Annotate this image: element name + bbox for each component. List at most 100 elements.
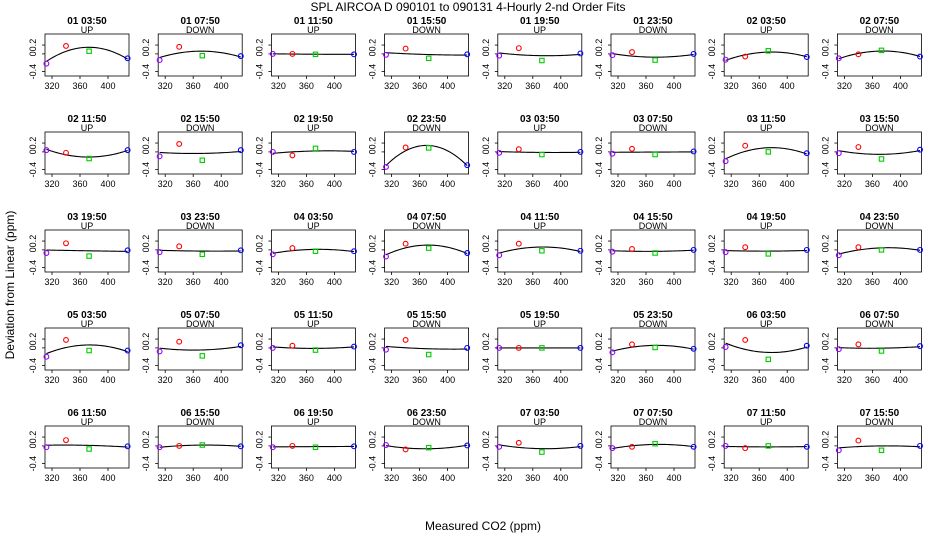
- panel-frame: [384, 327, 470, 371]
- panel-frame: [497, 425, 583, 469]
- panel-direction-label: UP: [534, 25, 547, 35]
- data-point: [855, 437, 862, 444]
- data-point: [351, 443, 357, 450]
- x-tick-label: 360: [72, 81, 87, 91]
- data-point: [917, 246, 923, 253]
- panel-direction-label: DOWN: [639, 221, 668, 231]
- y-tick-label: 0: [481, 443, 491, 448]
- x-tick-label: 400: [327, 179, 342, 189]
- data-point: [351, 248, 357, 255]
- panel-title: 01 23:50: [633, 16, 673, 27]
- data-point: [156, 153, 163, 160]
- x-tick-label: 320: [384, 179, 399, 189]
- data-point: [722, 158, 729, 165]
- panel-title: 01 15:50: [407, 16, 447, 27]
- panel-direction-label: UP: [81, 123, 94, 133]
- panel-direction-label: UP: [81, 221, 94, 231]
- data-point: [917, 53, 923, 60]
- data-point: [577, 344, 584, 351]
- y-tick-label: -0.4: [368, 162, 378, 178]
- x-tick-label: 320: [497, 179, 512, 189]
- x-tick-label: 320: [837, 277, 852, 287]
- y-tick-label: 0: [141, 443, 151, 448]
- x-tick-label: 400: [100, 375, 115, 385]
- fit-curve: [725, 342, 807, 354]
- x-tick-label: 320: [610, 473, 625, 483]
- data-point: [690, 246, 697, 253]
- panel-frame: [837, 131, 922, 175]
- y-tick-label: -0.4: [28, 64, 38, 80]
- data-point: [63, 336, 69, 343]
- panel-title: 03 07:50: [633, 114, 673, 125]
- y-tick-label: -0.4: [141, 260, 151, 276]
- data-point: [237, 247, 244, 254]
- x-tick-label: 400: [440, 277, 455, 287]
- x-tick-label: 400: [100, 81, 115, 91]
- x-tick-label: 360: [299, 473, 314, 483]
- x-tick-label: 400: [893, 277, 908, 287]
- y-tick-label: 0.2: [254, 431, 264, 444]
- data-point: [269, 444, 276, 451]
- panel-direction-label: UP: [760, 25, 773, 35]
- data-point: [86, 48, 92, 54]
- panel-direction-label: DOWN: [865, 25, 894, 35]
- data-point: [124, 443, 131, 450]
- data-point: [269, 50, 276, 57]
- data-point: [878, 47, 885, 54]
- data-point: [312, 145, 319, 152]
- x-tick-label: 360: [865, 81, 880, 91]
- data-point: [351, 148, 357, 155]
- x-tick-label: 360: [752, 375, 767, 385]
- fit-curve: [46, 249, 128, 252]
- panel-direction-label: DOWN: [639, 417, 668, 427]
- x-tick-label: 320: [724, 81, 739, 91]
- x-tick-label: 320: [44, 81, 59, 91]
- x-tick-label: 400: [780, 277, 795, 287]
- y-tick-label: 0: [481, 345, 491, 350]
- x-tick-label: 400: [440, 375, 455, 385]
- y-tick-label: -0.4: [481, 358, 491, 374]
- data-point: [383, 51, 389, 58]
- y-tick-label: 0.2: [141, 39, 151, 52]
- data-point: [496, 443, 503, 450]
- data-point: [803, 54, 810, 60]
- x-tick-label: 320: [724, 473, 739, 483]
- data-point: [515, 439, 522, 446]
- panel-direction-label: UP: [81, 417, 94, 427]
- data-point: [803, 443, 810, 450]
- y-tick-label: -0.4: [254, 162, 264, 178]
- x-tick-label: 400: [893, 473, 908, 483]
- x-tick-label: 360: [865, 375, 880, 385]
- x-tick-label: 400: [553, 277, 568, 287]
- x-tick-label: 400: [214, 81, 229, 91]
- fit-curve: [272, 150, 355, 154]
- panel-direction-label: UP: [534, 319, 547, 329]
- y-tick-label: 0.2: [820, 431, 830, 444]
- y-tick-label: 0: [254, 443, 264, 448]
- y-tick-label: 0: [594, 51, 604, 56]
- y-tick-label: 0: [254, 345, 264, 350]
- panel-frame: [270, 425, 356, 469]
- panel-frame: [497, 327, 583, 371]
- panel-title: 05 11:50: [294, 310, 333, 321]
- y-tick-label: 0.2: [820, 137, 830, 150]
- data-point: [722, 344, 729, 350]
- panel-title: 03 19:50: [67, 212, 107, 223]
- panel-title: 05 07:50: [180, 310, 220, 321]
- data-point: [124, 347, 131, 354]
- data-point: [289, 245, 296, 252]
- y-tick-label: 0: [820, 149, 830, 154]
- x-tick-label: 320: [384, 473, 399, 483]
- panel-title: 04 15:50: [633, 212, 673, 223]
- x-tick-label: 360: [638, 473, 653, 483]
- y-tick-label: 0: [141, 247, 151, 252]
- panel-direction-label: UP: [307, 221, 320, 231]
- data-point: [878, 447, 885, 454]
- x-tick-label: 360: [186, 375, 201, 385]
- x-tick-label: 360: [186, 81, 201, 91]
- x-tick-label: 360: [72, 375, 87, 385]
- x-tick-label: 400: [327, 375, 342, 385]
- panel-direction-label: DOWN: [639, 123, 668, 133]
